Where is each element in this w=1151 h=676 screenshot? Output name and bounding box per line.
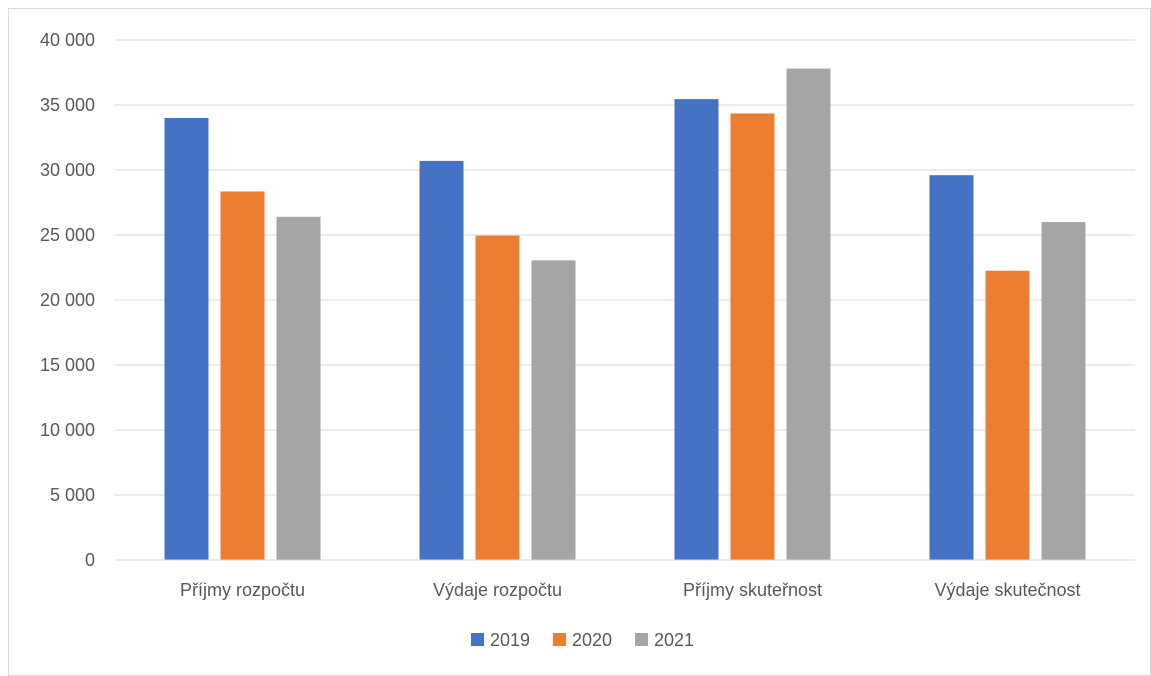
bar-2021-0 bbox=[276, 216, 321, 561]
category-label: Příjmy skuteřnost bbox=[683, 580, 822, 600]
legend-swatch-2019 bbox=[471, 633, 484, 646]
legend-swatch-2020 bbox=[553, 633, 566, 646]
category-label: Příjmy rozpočtu bbox=[180, 580, 305, 600]
bar-2021-3 bbox=[1041, 222, 1086, 560]
category-label: Výdaje rozpočtu bbox=[433, 580, 562, 600]
legend: 2019 2020 2021 bbox=[471, 630, 694, 650]
bars bbox=[164, 68, 1086, 561]
y-tick-label: 40 000 bbox=[40, 30, 95, 50]
bar-2020-2 bbox=[730, 113, 775, 560]
y-tick-label: 15 000 bbox=[40, 355, 95, 375]
legend-label: 2019 bbox=[490, 630, 530, 650]
bar-2021-1 bbox=[531, 260, 576, 560]
bar-2019-1 bbox=[419, 160, 464, 560]
y-tick-label: 30 000 bbox=[40, 160, 95, 180]
y-tick-label: 0 bbox=[85, 550, 95, 570]
bar-2019-0 bbox=[164, 118, 209, 560]
x-axis-categories: Příjmy rozpočtu Výdaje rozpočtu Příjmy sku… bbox=[180, 580, 1081, 600]
bar-2020-0 bbox=[220, 191, 265, 560]
bar-2020-3 bbox=[985, 270, 1030, 560]
bar-2019-3 bbox=[929, 175, 974, 560]
y-tick-label: 20 000 bbox=[40, 290, 95, 310]
bar-2021-2 bbox=[786, 68, 831, 560]
category-label: Výdaje skutečnost bbox=[934, 580, 1080, 600]
y-tick-label: 10 000 bbox=[40, 420, 95, 440]
bar-2019-2 bbox=[674, 99, 719, 561]
legend-label: 2020 bbox=[572, 630, 612, 650]
bar-2020-1 bbox=[475, 235, 520, 560]
legend-swatch-2021 bbox=[635, 633, 648, 646]
gridlines bbox=[115, 39, 1135, 496]
y-tick-label: 35 000 bbox=[40, 95, 95, 115]
y-tick-label: 5 000 bbox=[50, 485, 95, 505]
legend-label: 2021 bbox=[654, 630, 694, 650]
y-tick-label: 25 000 bbox=[40, 225, 95, 245]
y-axis-ticks: 0 5 000 10 000 15 000 20 000 25 000 30 000 35 0… bbox=[40, 30, 95, 570]
